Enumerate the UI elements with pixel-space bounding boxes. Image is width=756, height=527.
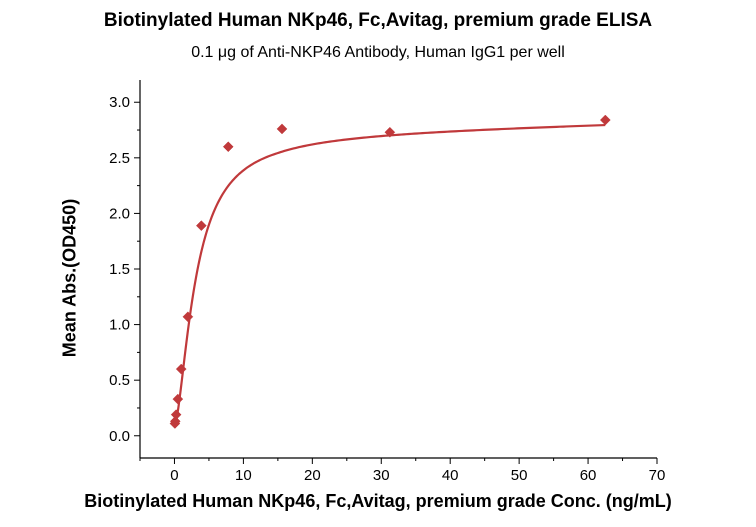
- x-tick-label: 60: [580, 467, 597, 484]
- x-tick-label: 0: [170, 467, 178, 484]
- x-axis-label: Biotinylated Human NKp46, Fc,Avitag, pre…: [84, 491, 672, 511]
- data-point: [384, 126, 396, 138]
- data-point: [175, 363, 187, 375]
- x-tick-label: 50: [511, 467, 528, 484]
- data-point: [172, 393, 184, 405]
- y-tick-label: 0.5: [109, 372, 130, 389]
- data-point: [169, 415, 181, 427]
- x-tick-label: 70: [649, 467, 666, 484]
- chart-title: Biotinylated Human NKp46, Fc,Avitag, pre…: [103, 10, 653, 31]
- y-tick-label: 0.0: [109, 428, 130, 445]
- data-point: [195, 220, 207, 231]
- y-tick-label: 1.5: [109, 261, 130, 278]
- x-tick-label: 20: [304, 467, 321, 484]
- x-tick-label: 30: [373, 467, 390, 484]
- fit-curve: [173, 123, 606, 426]
- data-point: [170, 409, 182, 420]
- data-point: [276, 123, 288, 135]
- x-tick-label: 40: [442, 467, 459, 484]
- chart-subtitle: 0.1 μg of Anti-NKP46 Antibody, Human IgG…: [191, 44, 565, 61]
- data-point: [222, 141, 234, 153]
- y-tick-label: 2.0: [109, 205, 130, 222]
- y-tick-label: 1.0: [109, 317, 130, 334]
- data-point: [599, 114, 611, 126]
- y-tick-label: 3.0: [109, 94, 130, 111]
- data-point: [182, 311, 194, 323]
- x-tick-label: 10: [235, 467, 252, 484]
- y-tick-label: 2.5: [109, 150, 130, 167]
